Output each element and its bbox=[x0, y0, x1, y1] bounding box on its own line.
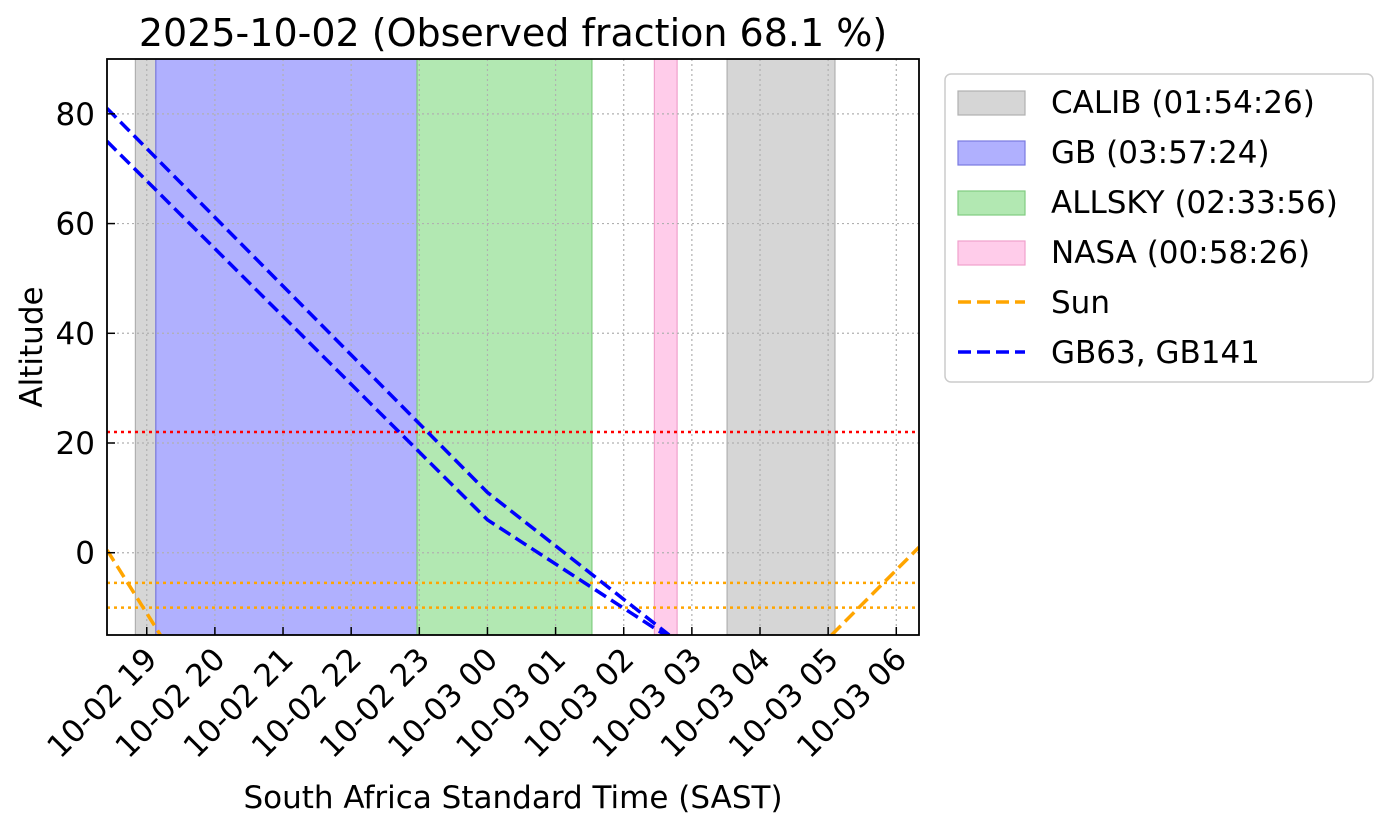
legend-label-1: GB (03:57:24) bbox=[1051, 135, 1270, 171]
span-nasa-3 bbox=[653, 59, 678, 635]
legend-label-2: ALLSKY (02:33:56) bbox=[1051, 185, 1338, 221]
plot-area bbox=[107, 59, 919, 635]
span-allsky-2 bbox=[416, 59, 593, 635]
legend-label-3: NASA (00:58:26) bbox=[1051, 235, 1310, 271]
legend-swatch-3 bbox=[957, 240, 1026, 266]
y-tick-label-2: 40 bbox=[56, 316, 95, 352]
plot-content bbox=[107, 59, 919, 635]
legend-label-0: CALIB (01:54:26) bbox=[1051, 85, 1315, 121]
y-tick-label-1: 20 bbox=[56, 426, 95, 462]
series-line-gb141-0 bbox=[107, 140, 669, 635]
span-calib-0 bbox=[134, 59, 157, 635]
legend-label-5: GB63, GB141 bbox=[1051, 335, 1260, 371]
y-tick-label-0: 0 bbox=[75, 536, 95, 572]
y-tick-label-4: 80 bbox=[56, 97, 95, 133]
chart-title: 2025-10-02 (Observed fraction 68.1 %) bbox=[139, 11, 887, 55]
legend-swatch-2 bbox=[957, 190, 1026, 216]
span-calib-4 bbox=[726, 59, 836, 635]
series-line-sun-0 bbox=[107, 549, 162, 635]
legend: CALIB (01:54:26) GB (03:57:24) ALLSKY (02:… bbox=[944, 73, 1374, 383]
legend-label-4: Sun bbox=[1051, 285, 1110, 321]
legend-box bbox=[944, 73, 1374, 383]
y-axis-label: Altitude bbox=[14, 286, 50, 407]
y-tick-label-3: 60 bbox=[56, 207, 95, 243]
span-gb-1 bbox=[155, 59, 418, 635]
legend-swatch-0 bbox=[957, 90, 1026, 116]
series-line-sun-1 bbox=[830, 545, 919, 635]
legend-swatch-1 bbox=[957, 140, 1026, 166]
series-line-gb63-0 bbox=[107, 107, 671, 635]
x-axis-label: South Africa Standard Time (SAST) bbox=[243, 780, 782, 816]
plot-frame bbox=[106, 58, 920, 636]
